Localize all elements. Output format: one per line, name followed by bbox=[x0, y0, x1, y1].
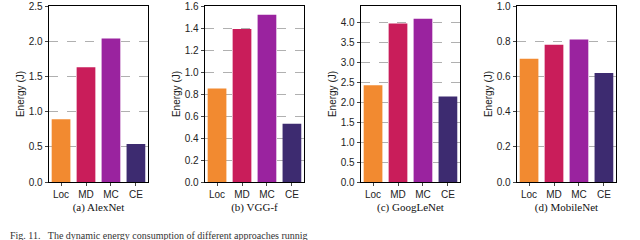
svg-text:2.5: 2.5 bbox=[341, 77, 355, 88]
svg-text:(c) GoogLeNet: (c) GoogLeNet bbox=[377, 201, 444, 214]
svg-text:1.6: 1.6 bbox=[185, 1, 199, 12]
svg-text:MD: MD bbox=[78, 189, 94, 200]
svg-text:0.8: 0.8 bbox=[497, 36, 511, 47]
svg-text:0.2: 0.2 bbox=[497, 141, 511, 152]
svg-text:MC: MC bbox=[103, 189, 119, 200]
svg-text:0.2: 0.2 bbox=[185, 155, 199, 166]
svg-text:1.0: 1.0 bbox=[185, 67, 199, 78]
svg-text:0.4: 0.4 bbox=[185, 133, 199, 144]
svg-text:2.0: 2.0 bbox=[29, 36, 43, 47]
svg-text:CE: CE bbox=[441, 189, 455, 200]
svg-text:Energy (J): Energy (J) bbox=[171, 71, 182, 117]
svg-text:0.6: 0.6 bbox=[497, 71, 511, 82]
svg-text:0.5: 0.5 bbox=[341, 157, 355, 168]
svg-text:MC: MC bbox=[415, 189, 431, 200]
svg-text:Loc: Loc bbox=[209, 189, 225, 200]
svg-text:2.0: 2.0 bbox=[341, 97, 355, 108]
svg-text:3.0: 3.0 bbox=[341, 57, 355, 68]
svg-text:0.4: 0.4 bbox=[497, 106, 511, 117]
svg-text:CE: CE bbox=[285, 189, 299, 200]
svg-text:Loc: Loc bbox=[53, 189, 69, 200]
svg-text:4.0: 4.0 bbox=[341, 17, 355, 28]
svg-text:(d) MobileNet: (d) MobileNet bbox=[535, 201, 598, 214]
svg-text:Energy (J): Energy (J) bbox=[15, 71, 26, 117]
svg-text:0.0: 0.0 bbox=[341, 177, 355, 188]
svg-text:3.5: 3.5 bbox=[341, 37, 355, 48]
svg-text:MC: MC bbox=[571, 189, 587, 200]
svg-text:MC: MC bbox=[259, 189, 275, 200]
svg-text:0.5: 0.5 bbox=[29, 141, 43, 152]
svg-text:0.0: 0.0 bbox=[185, 177, 199, 188]
svg-text:1.2: 1.2 bbox=[185, 45, 199, 56]
svg-text:Energy (J): Energy (J) bbox=[327, 71, 338, 117]
svg-text:Fig. 11. The dynamic energy: Fig. 11. The dynamic energy consumption … bbox=[10, 230, 308, 240]
svg-text:MD: MD bbox=[546, 189, 562, 200]
svg-text:1.0: 1.0 bbox=[341, 137, 355, 148]
svg-text:2.5: 2.5 bbox=[29, 1, 43, 12]
svg-text:0.0: 0.0 bbox=[29, 177, 43, 188]
svg-text:1.5: 1.5 bbox=[341, 117, 355, 128]
svg-text:MD: MD bbox=[390, 189, 406, 200]
svg-text:1.0: 1.0 bbox=[497, 1, 511, 12]
svg-text:MD: MD bbox=[234, 189, 250, 200]
svg-text:1.0: 1.0 bbox=[29, 106, 43, 117]
svg-text:Loc: Loc bbox=[521, 189, 537, 200]
svg-text:(a) AlexNet: (a) AlexNet bbox=[73, 201, 125, 214]
svg-text:0.0: 0.0 bbox=[497, 177, 511, 188]
svg-text:1.5: 1.5 bbox=[29, 71, 43, 82]
svg-text:Energy (J): Energy (J) bbox=[483, 71, 494, 117]
svg-text:(b) VGG-f: (b) VGG-f bbox=[231, 201, 278, 214]
svg-text:CE: CE bbox=[129, 189, 143, 200]
svg-text:0.8: 0.8 bbox=[185, 89, 199, 100]
svg-text:0.6: 0.6 bbox=[185, 111, 199, 122]
svg-text:Loc: Loc bbox=[365, 189, 381, 200]
svg-text:CE: CE bbox=[597, 189, 611, 200]
svg-text:1.4: 1.4 bbox=[185, 23, 199, 34]
